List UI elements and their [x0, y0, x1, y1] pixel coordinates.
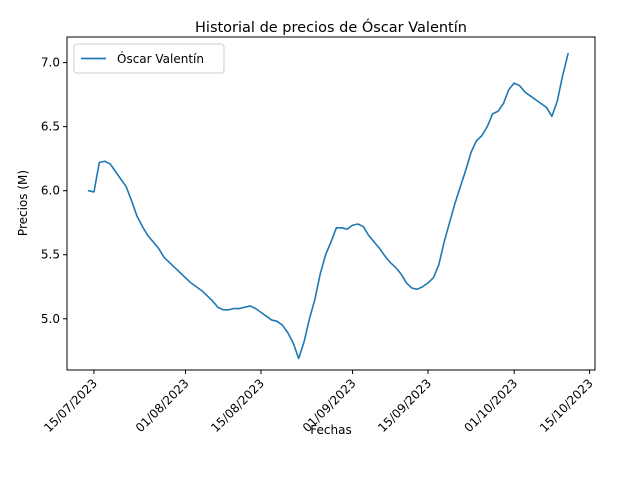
plot-area: [66, 36, 596, 371]
y-tick-label: 6.0: [41, 184, 60, 198]
y-tick-label: 5.0: [41, 312, 60, 326]
y-tick-label: 5.5: [41, 248, 60, 262]
legend: Óscar Valentín: [73, 43, 225, 74]
legend-frame: [73, 43, 225, 74]
y-axis-ticks: 5.0 5.5 6.0 6.5 7.0: [41, 56, 67, 326]
x-axis-label: Fechas: [310, 423, 351, 437]
axes-frame: [66, 36, 596, 371]
y-axis-label: Precios (M): [16, 170, 30, 236]
series-line-0: [87, 52, 569, 360]
y-tick-label: 6.5: [41, 120, 60, 134]
series-layer: [87, 52, 569, 360]
chart-title: Historial de precios de Óscar Valentín: [195, 18, 467, 36]
y-tick-label: 7.0: [41, 56, 60, 70]
legend-label: Óscar Valentín: [117, 51, 204, 66]
